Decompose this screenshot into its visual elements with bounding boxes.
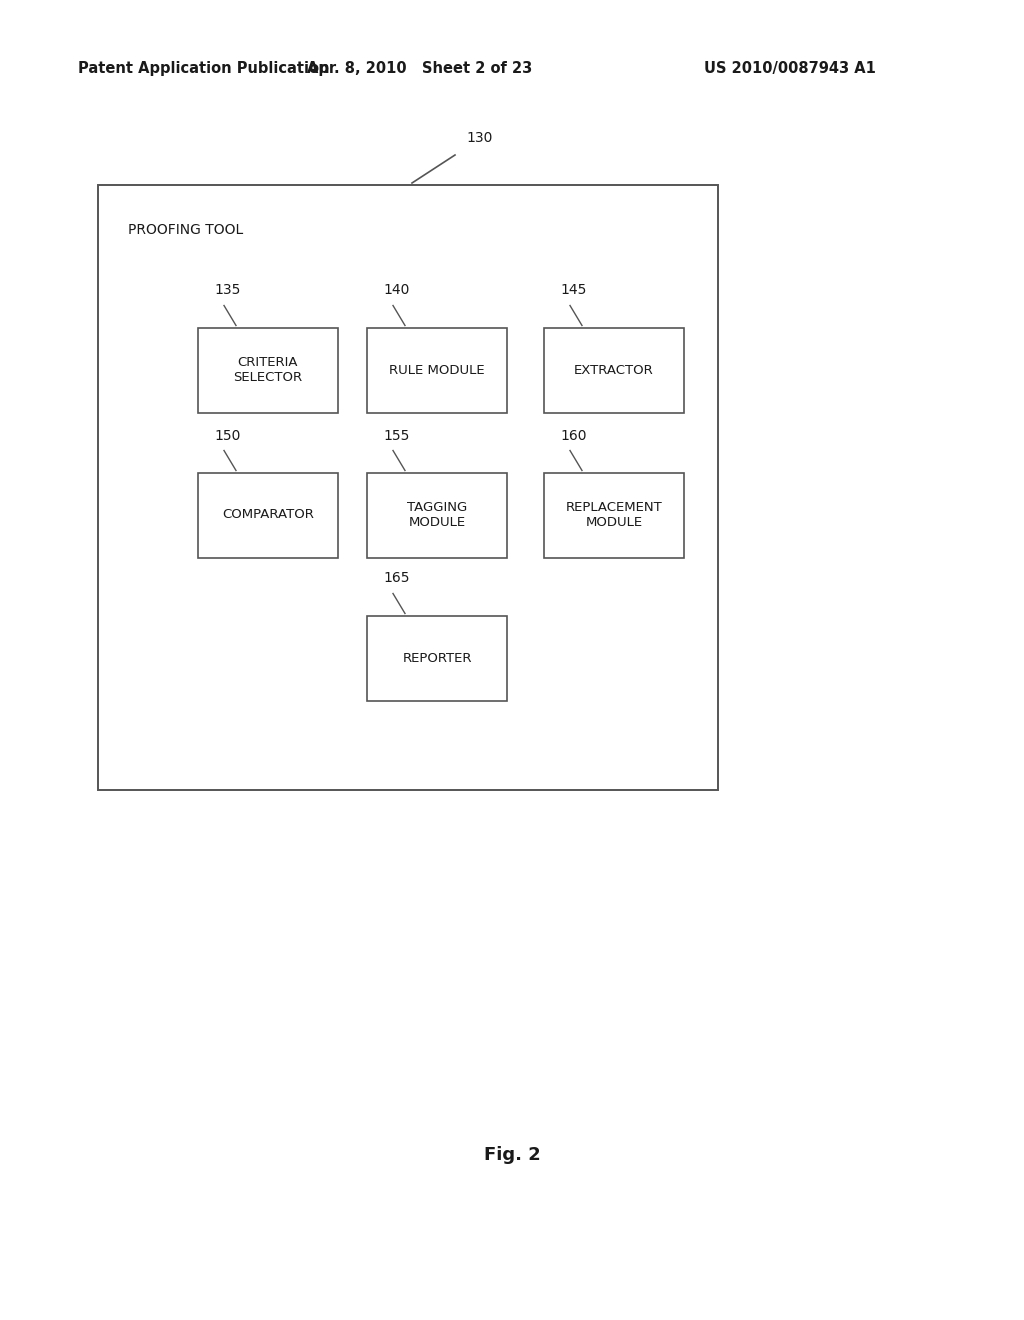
Text: 130: 130 bbox=[466, 131, 493, 145]
Bar bbox=[544, 327, 684, 412]
Bar bbox=[367, 327, 507, 412]
Text: 150: 150 bbox=[214, 429, 241, 442]
Text: 160: 160 bbox=[560, 429, 587, 442]
Text: Patent Application Publication: Patent Application Publication bbox=[78, 61, 330, 75]
Text: REPLACEMENT
MODULE: REPLACEMENT MODULE bbox=[565, 502, 663, 529]
Text: US 2010/0087943 A1: US 2010/0087943 A1 bbox=[705, 61, 876, 75]
Text: EXTRACTOR: EXTRACTOR bbox=[574, 363, 654, 376]
Text: COMPARATOR: COMPARATOR bbox=[222, 508, 314, 521]
Text: CRITERIA
SELECTOR: CRITERIA SELECTOR bbox=[233, 356, 302, 384]
Text: 155: 155 bbox=[383, 429, 410, 442]
Text: 135: 135 bbox=[214, 284, 241, 297]
Text: 145: 145 bbox=[560, 284, 587, 297]
Bar bbox=[367, 473, 507, 557]
Text: REPORTER: REPORTER bbox=[402, 652, 472, 664]
Text: TAGGING
MODULE: TAGGING MODULE bbox=[407, 502, 467, 529]
Bar bbox=[98, 185, 718, 789]
Text: RULE MODULE: RULE MODULE bbox=[389, 363, 484, 376]
Text: Fig. 2: Fig. 2 bbox=[483, 1146, 541, 1164]
Bar bbox=[367, 615, 507, 701]
Bar bbox=[198, 327, 338, 412]
Bar bbox=[544, 473, 684, 557]
Text: 140: 140 bbox=[383, 284, 410, 297]
Bar bbox=[198, 473, 338, 557]
Text: Apr. 8, 2010   Sheet 2 of 23: Apr. 8, 2010 Sheet 2 of 23 bbox=[307, 61, 532, 75]
Text: PROOFING TOOL: PROOFING TOOL bbox=[128, 223, 244, 238]
Text: 165: 165 bbox=[383, 572, 410, 586]
